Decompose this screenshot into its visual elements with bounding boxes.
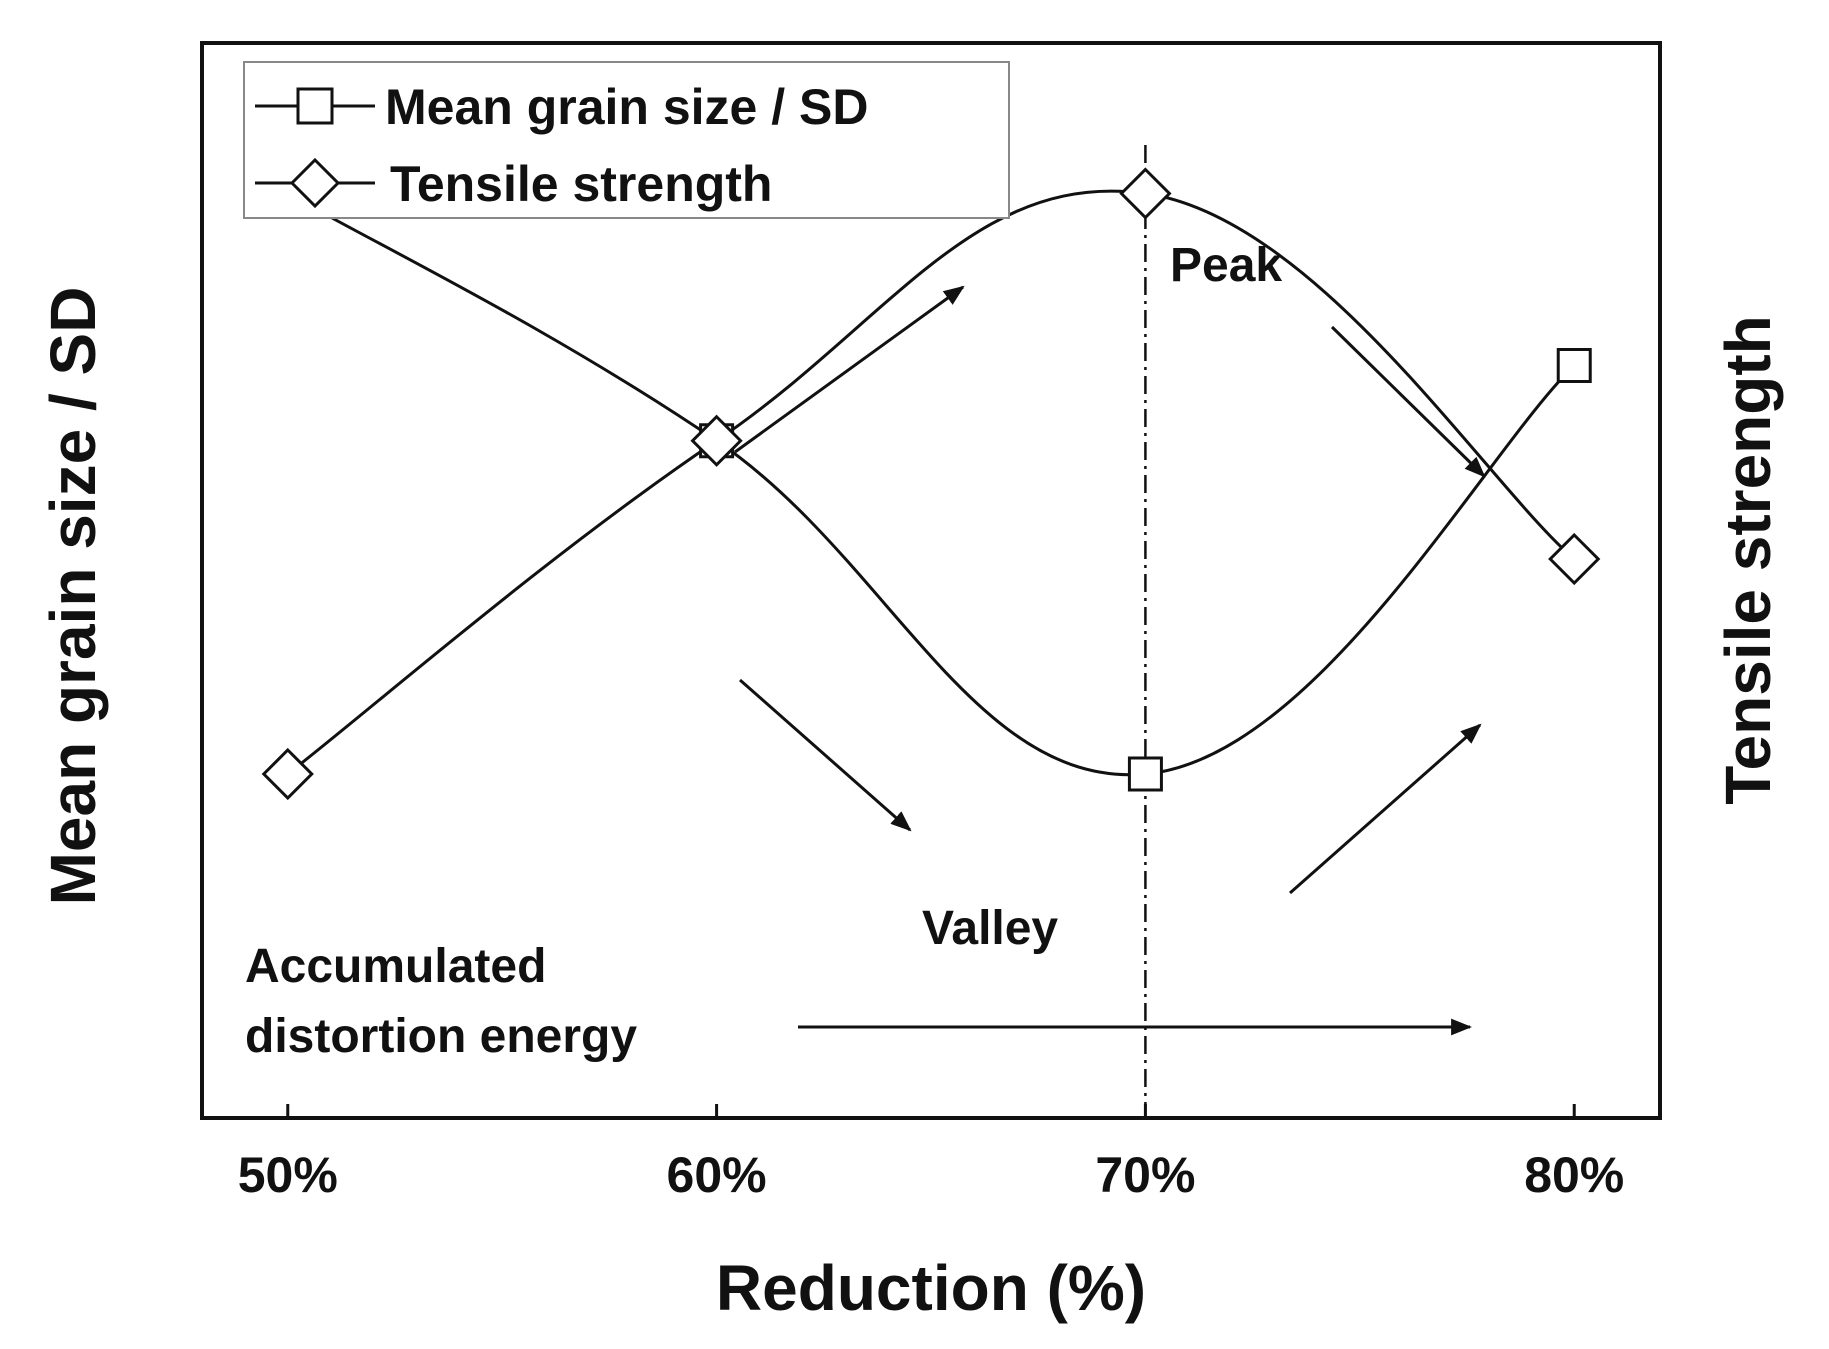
- arrow-grain-fall: [739, 678, 912, 832]
- grain-size-point-70: [1127, 756, 1163, 792]
- legend: Mean grain size / SD Tensile strength: [243, 61, 1010, 219]
- tensile-strength-point-80: [1548, 532, 1601, 586]
- annotation-valley: Valley: [922, 902, 1058, 955]
- series-line-mean-grain-size: [287, 192, 1576, 777]
- y-axis-title-left: Mean grain size / SD: [37, 287, 109, 906]
- legend-label-tensile: Tensile strength: [390, 156, 772, 212]
- y-axis-title-right: Tensile strength: [1712, 315, 1784, 805]
- x-tick-label: 50%: [238, 1147, 338, 1203]
- tensile-strength-point-50: [261, 747, 314, 801]
- annotation-peak: Peak: [1170, 239, 1282, 292]
- x-axis-title: Reduction (%): [716, 1252, 1146, 1324]
- trend-arrows: [734, 285, 1486, 1036]
- tensile-strength-point-60: [690, 414, 743, 467]
- tensile-strength-point-70: [1119, 167, 1172, 220]
- legend-label-grain: Mean grain size / SD: [385, 79, 868, 135]
- series-line-tensile-strength: [286, 189, 1576, 776]
- arrow-tensile-rise: [734, 285, 965, 454]
- legend-square-marker: [296, 87, 334, 125]
- x-axis-ticks: 50% 60% 70% 80%: [238, 1104, 1624, 1203]
- annotation-energy-line1: Accumulated: [245, 940, 546, 993]
- legend-diamond-marker: [289, 157, 341, 209]
- plot-frame: [200, 41, 1662, 1120]
- x-tick-label: 80%: [1524, 1147, 1624, 1203]
- x-tick-label: 60%: [667, 1147, 767, 1203]
- annotation-energy-line2: distortion energy: [245, 1010, 637, 1063]
- legend-box: [243, 61, 1010, 219]
- grain-size-point-80: [1556, 348, 1592, 383]
- arrow-tensile-fall: [1330, 325, 1486, 478]
- markers-tensile-strength: [261, 167, 1601, 801]
- arrow-grain-rise: [1289, 723, 1482, 895]
- x-tick-label: 70%: [1095, 1147, 1195, 1203]
- markers-mean-grain-size: [270, 176, 1592, 792]
